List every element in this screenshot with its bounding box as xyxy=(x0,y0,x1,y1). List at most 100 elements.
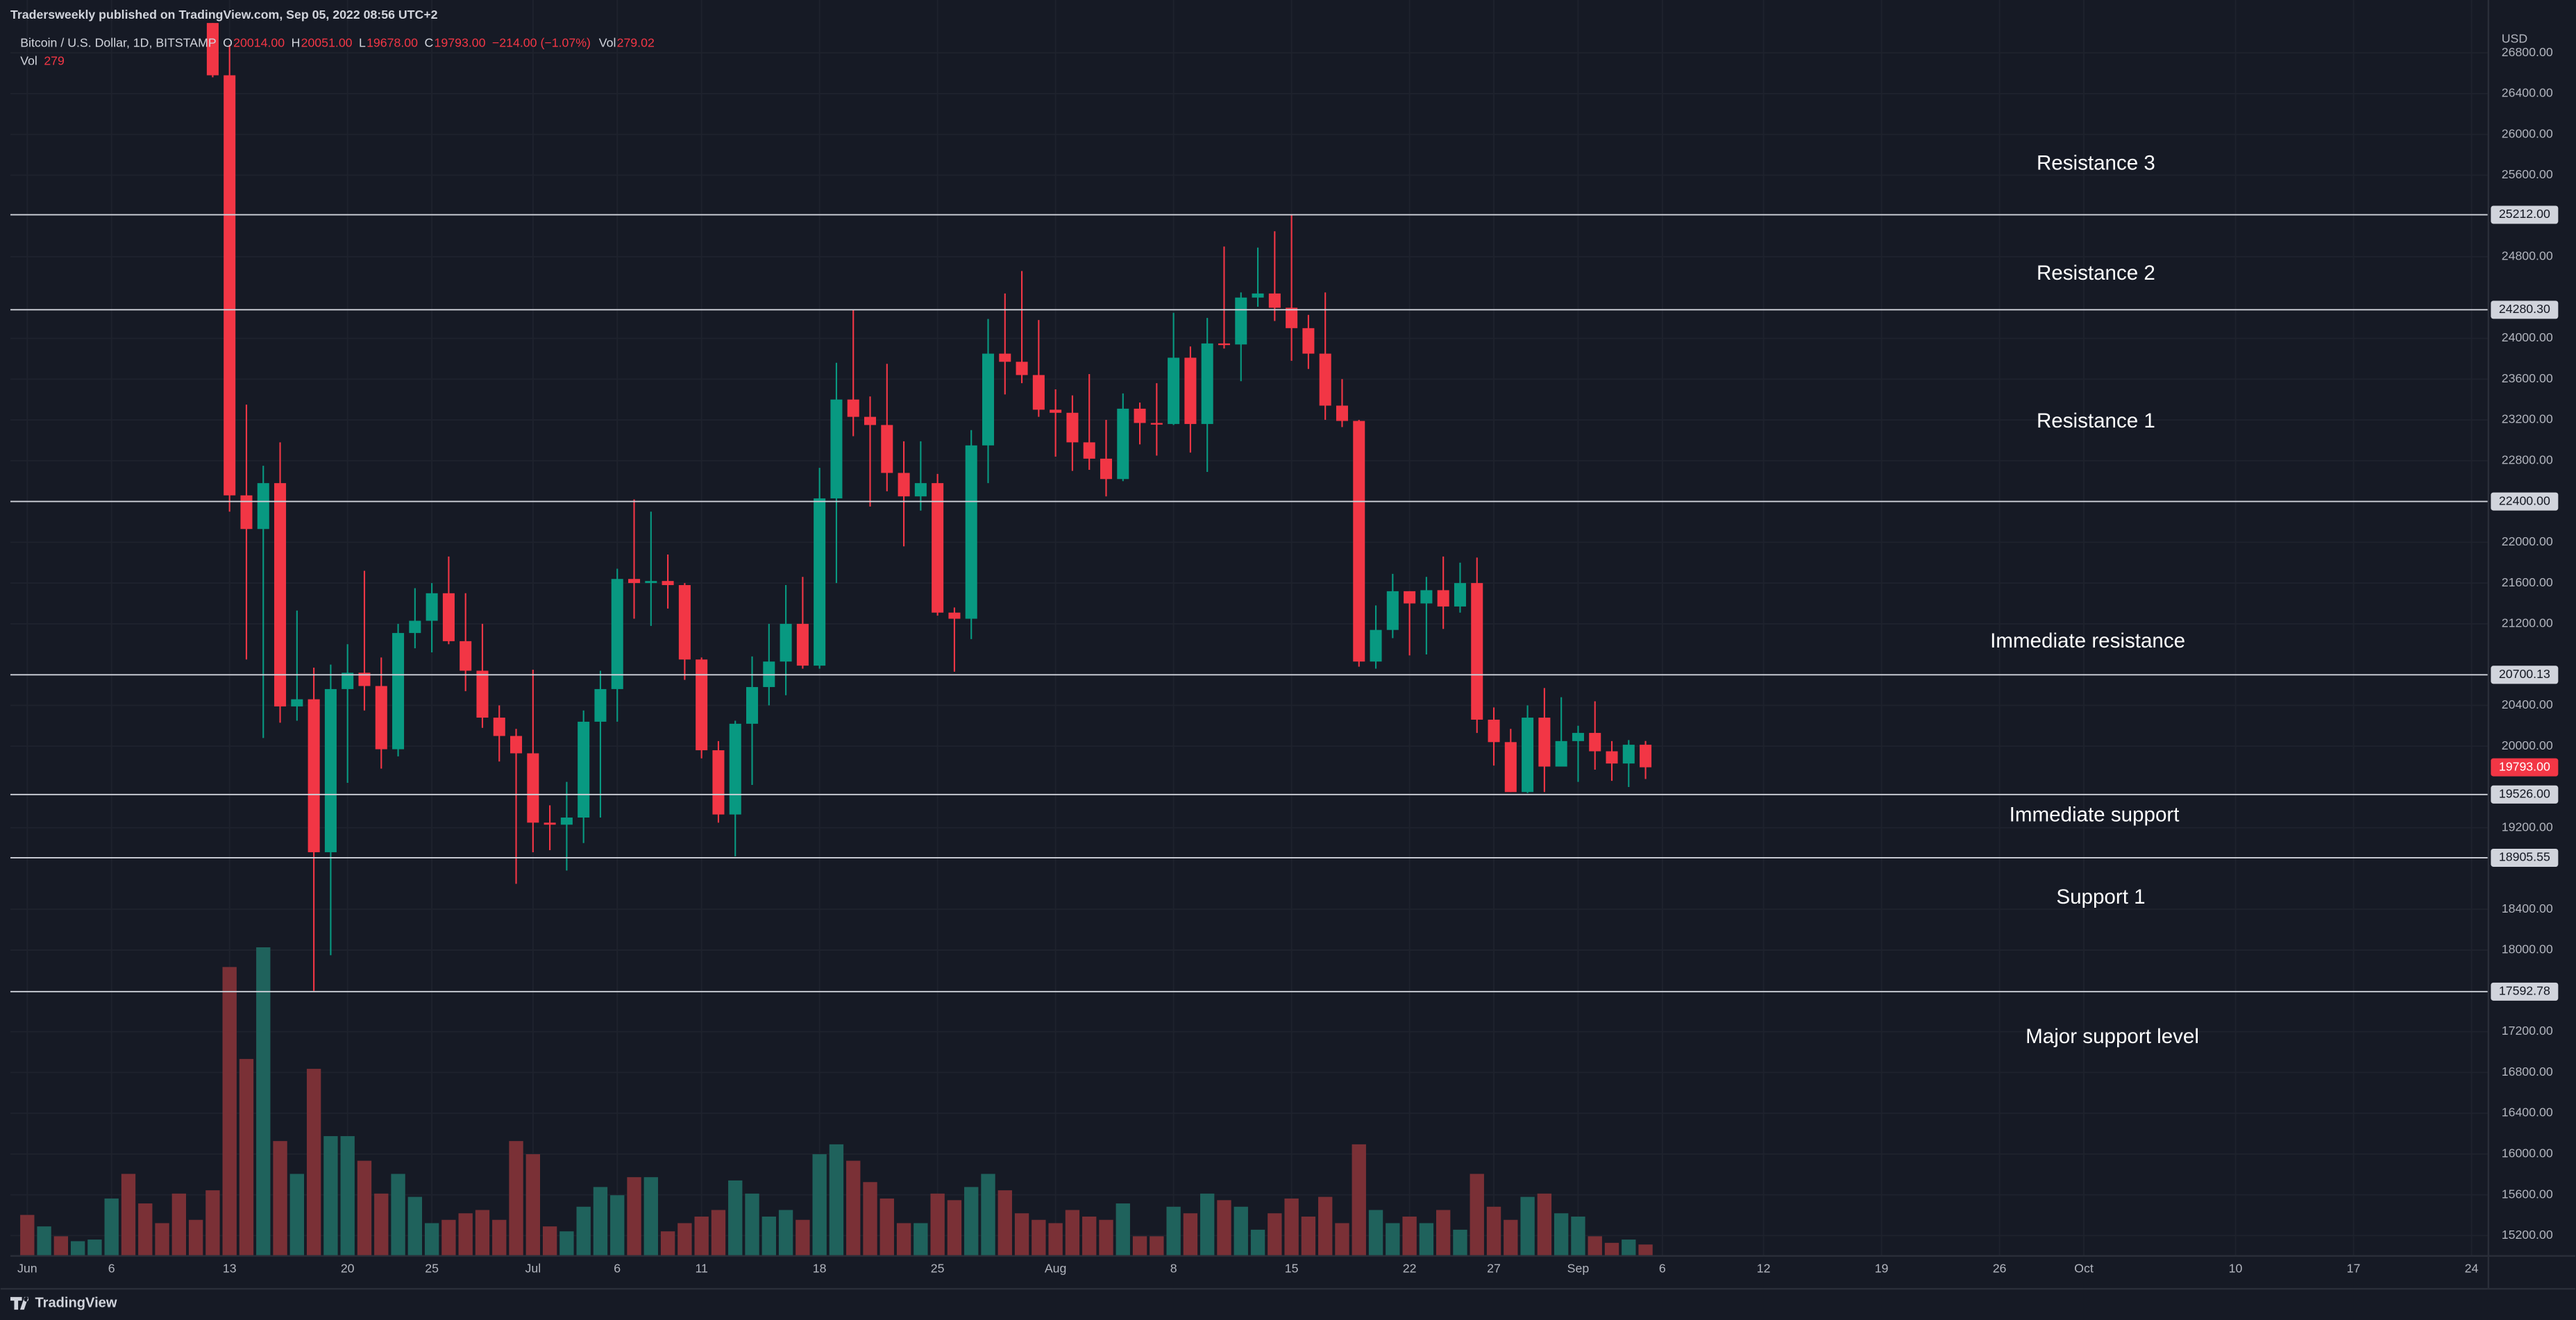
level-label: 20700.13 xyxy=(2499,667,2550,681)
candle-body xyxy=(1150,423,1163,425)
x-tick-label: Aug xyxy=(1045,1261,1067,1275)
y-tick-label: 24800.00 xyxy=(2502,249,2553,263)
volume-bar xyxy=(20,1215,35,1256)
candle-body xyxy=(1606,751,1618,764)
candle-body xyxy=(342,672,354,689)
volume-bar xyxy=(761,1216,776,1256)
candle-body xyxy=(1134,408,1146,423)
candle-body xyxy=(1504,742,1517,793)
y-tick-label: 15600.00 xyxy=(2502,1187,2553,1201)
volume-bar xyxy=(1486,1206,1501,1256)
x-tick-label: Jun xyxy=(17,1261,37,1275)
candle-body xyxy=(814,498,826,666)
x-tick-label: 24 xyxy=(2465,1261,2479,1275)
candle-body xyxy=(493,718,505,736)
candle-body xyxy=(578,721,590,818)
ohlc-key: C xyxy=(425,35,434,49)
volume-value: 279.02 xyxy=(617,35,655,49)
volume-bar xyxy=(1065,1210,1080,1256)
volume-bar xyxy=(778,1210,793,1256)
x-tick-label: 17 xyxy=(2347,1261,2361,1275)
volume-bar xyxy=(711,1210,726,1256)
currency-label: USD xyxy=(2502,31,2527,45)
volume-bar xyxy=(1504,1219,1518,1256)
volume-bar xyxy=(728,1180,743,1256)
y-tick-label: 23200.00 xyxy=(2502,412,2553,426)
volume-bar xyxy=(930,1193,945,1256)
volume-bar xyxy=(559,1231,574,1256)
volume-bar xyxy=(138,1203,153,1256)
y-tick-label: 24000.00 xyxy=(2502,330,2553,344)
candle-body xyxy=(206,23,219,76)
y-tick-label: 25600.00 xyxy=(2502,167,2553,181)
candle-body xyxy=(965,445,977,619)
last-price-label: 19793.00 xyxy=(2499,759,2550,773)
y-tick-label: 16400.00 xyxy=(2502,1106,2553,1119)
volume-pane-key: Vol xyxy=(20,53,37,67)
x-tick-label: 19 xyxy=(1875,1261,1889,1275)
y-tick-label: 17200.00 xyxy=(2502,1024,2553,1038)
candle-body xyxy=(999,353,1011,362)
ohlc-value: 20051.00 xyxy=(301,35,353,49)
volume-bar xyxy=(1453,1229,1467,1256)
x-tick-label: 18 xyxy=(813,1261,827,1275)
y-tick-label: 16000.00 xyxy=(2502,1146,2553,1160)
volume-bar xyxy=(70,1241,85,1256)
footer: TradingView xyxy=(10,1296,117,1311)
volume-bar xyxy=(795,1219,810,1256)
volume-bar xyxy=(155,1223,169,1256)
candle-body xyxy=(1083,442,1095,459)
candle-body xyxy=(780,623,792,662)
candle-body xyxy=(796,623,809,666)
candle-body xyxy=(1050,409,1062,413)
volume-bar xyxy=(1470,1174,1484,1256)
volume-bar xyxy=(1554,1213,1569,1256)
volume-bar xyxy=(273,1141,287,1256)
volume-bar xyxy=(306,1069,321,1256)
candle-body xyxy=(1117,408,1129,480)
candle-body xyxy=(527,753,539,823)
volume-bar xyxy=(1250,1229,1265,1256)
candle-body xyxy=(594,688,607,722)
volume-bar xyxy=(1571,1216,1585,1256)
y-tick-label: 21600.00 xyxy=(2502,575,2553,589)
change-value: −214.00 (−1.07%) xyxy=(492,35,591,49)
volume-bar xyxy=(1622,1239,1636,1256)
candle-body xyxy=(426,593,438,621)
volume-bar xyxy=(1032,1219,1046,1256)
volume-bar xyxy=(643,1177,658,1256)
candle-body xyxy=(932,483,944,613)
volume-bar xyxy=(37,1226,51,1256)
volume-bar xyxy=(1436,1210,1451,1256)
x-tick-label: 20 xyxy=(341,1261,355,1275)
volume-pane xyxy=(20,947,1653,1256)
volume-bar xyxy=(441,1219,456,1256)
candle-body xyxy=(1066,412,1079,443)
level-label: 19526.00 xyxy=(2499,786,2550,800)
volume-bar xyxy=(53,1236,69,1256)
candle-body xyxy=(1319,353,1331,406)
volume-bar xyxy=(964,1187,979,1256)
volume-bar xyxy=(188,1219,203,1256)
ohlc-key: H xyxy=(292,35,301,49)
level-tag xyxy=(2491,785,2559,804)
volume-bar xyxy=(1166,1206,1181,1256)
axes: USD 15200.00 15600.00 16000.00 16400.00 1680… xyxy=(0,0,2576,1290)
volume-bar xyxy=(745,1193,759,1256)
level-tag xyxy=(2491,982,2559,1001)
volume-bar xyxy=(1520,1196,1535,1256)
volume-bar xyxy=(1604,1242,1619,1256)
annotations: Resistance 3 Resistance 2 Resistance 1 Imme… xyxy=(1990,151,2199,1048)
candle-body xyxy=(409,620,421,634)
candle-body xyxy=(712,750,725,815)
volume-bar xyxy=(1217,1200,1231,1256)
ohlc-key: O xyxy=(223,35,233,49)
candle-body xyxy=(1032,375,1045,410)
volume-bar xyxy=(374,1193,389,1256)
ohlc-value: 19793.00 xyxy=(435,35,486,49)
volume-bar xyxy=(593,1187,608,1256)
candle-body xyxy=(1555,741,1567,767)
zone-annotation: Resistance 3 xyxy=(2037,151,2155,174)
candle-body xyxy=(1622,745,1635,764)
volume-bar xyxy=(1402,1216,1417,1256)
